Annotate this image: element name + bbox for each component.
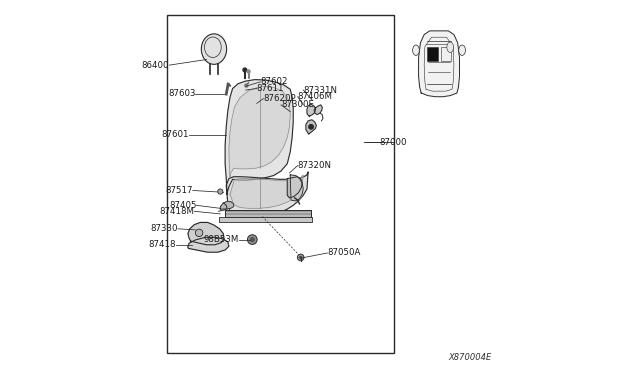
Polygon shape: [225, 80, 293, 193]
Text: 87620P: 87620P: [264, 94, 296, 103]
Polygon shape: [229, 86, 291, 177]
Polygon shape: [419, 31, 460, 97]
Polygon shape: [287, 177, 302, 198]
Ellipse shape: [202, 34, 227, 64]
Text: 87300E: 87300E: [281, 100, 314, 109]
Text: 87418: 87418: [148, 240, 175, 249]
Polygon shape: [220, 202, 234, 209]
Text: 87320N: 87320N: [298, 161, 332, 170]
Polygon shape: [314, 105, 322, 115]
Text: X870004E: X870004E: [448, 353, 491, 362]
Bar: [427, 46, 438, 61]
Text: 87603: 87603: [168, 89, 195, 98]
Bar: [440, 46, 451, 61]
Text: 87050A: 87050A: [328, 248, 361, 257]
Text: 87330: 87330: [150, 224, 178, 233]
Circle shape: [243, 68, 246, 72]
Text: 87405: 87405: [169, 201, 196, 210]
Circle shape: [299, 256, 302, 259]
Circle shape: [195, 229, 203, 237]
Ellipse shape: [413, 45, 419, 55]
Polygon shape: [291, 175, 303, 201]
Text: 87517: 87517: [165, 186, 193, 195]
Text: 87418M: 87418M: [159, 207, 195, 216]
Circle shape: [250, 237, 255, 242]
Circle shape: [248, 235, 257, 244]
Text: 87331N: 87331N: [303, 86, 337, 94]
Circle shape: [245, 84, 248, 87]
Polygon shape: [306, 120, 316, 134]
Text: 87406M: 87406M: [298, 92, 333, 101]
Text: 87601: 87601: [161, 130, 189, 139]
Text: 98B53M: 98B53M: [204, 235, 239, 244]
Circle shape: [309, 125, 314, 129]
Text: 87000: 87000: [380, 138, 407, 147]
Circle shape: [218, 189, 223, 194]
Polygon shape: [188, 237, 229, 252]
Polygon shape: [188, 222, 224, 245]
Polygon shape: [230, 175, 303, 208]
Text: 87602: 87602: [260, 77, 288, 86]
Polygon shape: [227, 172, 308, 217]
Ellipse shape: [447, 42, 454, 52]
Polygon shape: [307, 104, 316, 116]
Circle shape: [247, 70, 250, 73]
Text: 86400: 86400: [142, 61, 170, 70]
Bar: [168, 15, 394, 353]
Text: 87611: 87611: [257, 84, 284, 93]
Bar: [219, 217, 312, 222]
Ellipse shape: [459, 45, 465, 55]
Bar: [225, 210, 310, 217]
Circle shape: [298, 254, 304, 261]
